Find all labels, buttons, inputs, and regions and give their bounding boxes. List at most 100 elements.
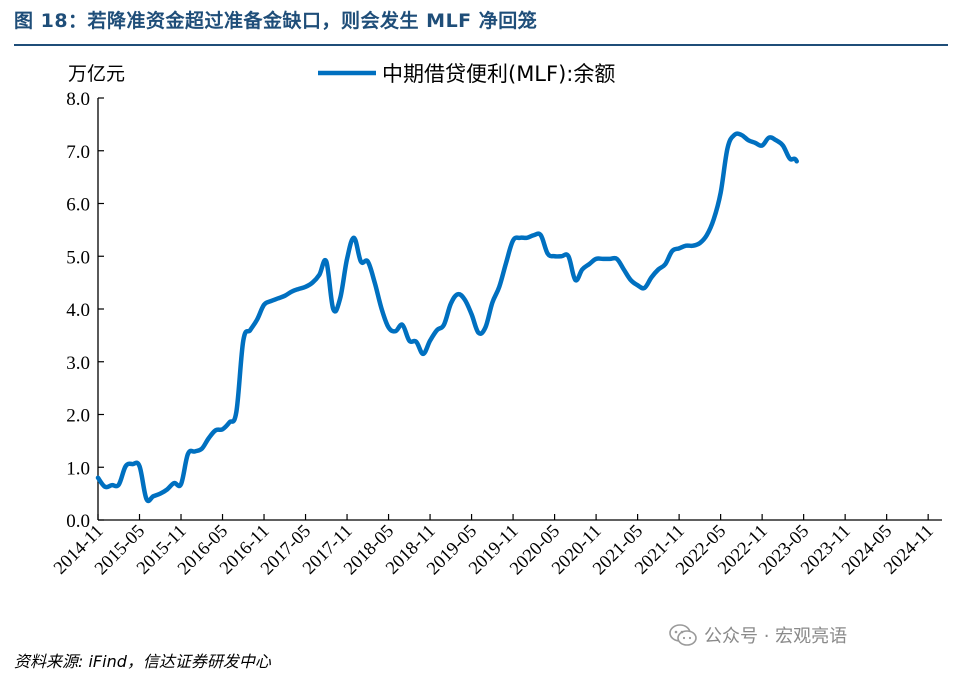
data-point bbox=[456, 292, 460, 296]
data-point bbox=[864, 0, 868, 2]
data-point bbox=[809, 0, 813, 2]
data-point bbox=[857, 0, 861, 2]
data-point bbox=[670, 249, 674, 253]
data-point bbox=[746, 138, 750, 142]
title-divider bbox=[14, 44, 948, 46]
data-point bbox=[158, 492, 162, 496]
data-point bbox=[822, 0, 826, 2]
y-tick-label: 5.0 bbox=[66, 247, 90, 268]
data-point bbox=[594, 257, 598, 261]
data-point bbox=[248, 328, 252, 332]
data-point bbox=[124, 464, 128, 468]
data-point bbox=[698, 241, 702, 245]
data-point bbox=[207, 436, 211, 440]
data-point bbox=[898, 0, 902, 2]
data-point bbox=[885, 0, 889, 2]
data-point bbox=[214, 428, 218, 432]
data-point bbox=[677, 246, 681, 250]
data-point bbox=[359, 260, 363, 264]
watermark: 公众号 · 宏观亮语 bbox=[668, 622, 847, 648]
data-point bbox=[283, 294, 287, 298]
data-point bbox=[878, 0, 882, 2]
data-point bbox=[553, 254, 557, 258]
data-point bbox=[760, 143, 764, 147]
data-point bbox=[393, 329, 397, 333]
data-point bbox=[573, 278, 577, 282]
data-point bbox=[138, 464, 142, 468]
data-point bbox=[560, 254, 564, 258]
data-point bbox=[172, 481, 176, 485]
data-point bbox=[587, 262, 591, 266]
data-point bbox=[629, 278, 633, 282]
data-point bbox=[933, 0, 937, 2]
data-point bbox=[200, 447, 204, 451]
data-point bbox=[601, 257, 605, 261]
data-point bbox=[663, 262, 667, 266]
data-point bbox=[193, 449, 197, 453]
data-point bbox=[525, 236, 529, 240]
y-tick-label: 0.0 bbox=[66, 511, 90, 532]
data-point bbox=[345, 257, 349, 261]
data-point bbox=[684, 244, 688, 248]
data-point bbox=[165, 487, 169, 491]
data-point bbox=[96, 476, 100, 480]
data-point bbox=[726, 146, 730, 150]
data-point bbox=[338, 296, 342, 300]
data-point bbox=[892, 0, 896, 2]
data-point bbox=[373, 281, 377, 285]
data-point bbox=[366, 260, 370, 264]
data-point bbox=[580, 267, 584, 271]
data-point bbox=[414, 340, 418, 344]
data-point bbox=[407, 339, 411, 343]
data-point bbox=[912, 0, 916, 2]
data-point bbox=[234, 410, 238, 414]
data-point bbox=[691, 244, 695, 248]
data-point bbox=[802, 188, 806, 192]
y-tick-label: 7.0 bbox=[66, 142, 90, 163]
data-point bbox=[290, 290, 294, 294]
data-point bbox=[656, 267, 660, 271]
data-point bbox=[843, 0, 847, 2]
data-point bbox=[304, 285, 308, 289]
data-point bbox=[622, 267, 626, 271]
data-point bbox=[117, 483, 121, 487]
y-tick-label: 3.0 bbox=[66, 353, 90, 374]
data-point bbox=[566, 254, 570, 258]
data-point bbox=[511, 238, 515, 242]
data-point bbox=[310, 281, 314, 285]
data-point bbox=[352, 236, 356, 240]
data-point bbox=[712, 217, 716, 221]
data-point bbox=[151, 494, 155, 498]
data-point bbox=[815, 0, 819, 2]
data-point bbox=[186, 452, 190, 456]
data-point bbox=[636, 283, 640, 287]
data-point bbox=[221, 427, 225, 431]
data-point bbox=[649, 275, 653, 279]
data-point bbox=[643, 286, 647, 290]
data-point bbox=[497, 285, 501, 289]
data-point bbox=[518, 236, 522, 240]
data-point bbox=[241, 339, 245, 343]
data-point bbox=[324, 260, 328, 264]
data-point bbox=[719, 191, 723, 195]
data-point bbox=[732, 133, 736, 137]
data-point bbox=[421, 352, 425, 356]
data-point bbox=[739, 133, 743, 137]
x-axis: 2014-112015-052015-112016-052016-112017-… bbox=[50, 514, 942, 579]
y-axis-unit-label: 万亿元 bbox=[68, 63, 125, 85]
data-point bbox=[504, 261, 508, 265]
data-point bbox=[262, 303, 266, 307]
data-point bbox=[829, 0, 833, 2]
data-point bbox=[380, 307, 384, 311]
legend-label: 中期借贷便利(MLF):余额 bbox=[382, 62, 615, 86]
data-point bbox=[428, 339, 432, 343]
data-point bbox=[905, 0, 909, 2]
data-point bbox=[387, 325, 391, 329]
data-point bbox=[546, 252, 550, 256]
data-point bbox=[470, 312, 474, 316]
data-point bbox=[110, 483, 114, 487]
data-point bbox=[788, 157, 792, 161]
data-point bbox=[753, 141, 757, 145]
data-point bbox=[255, 318, 259, 322]
